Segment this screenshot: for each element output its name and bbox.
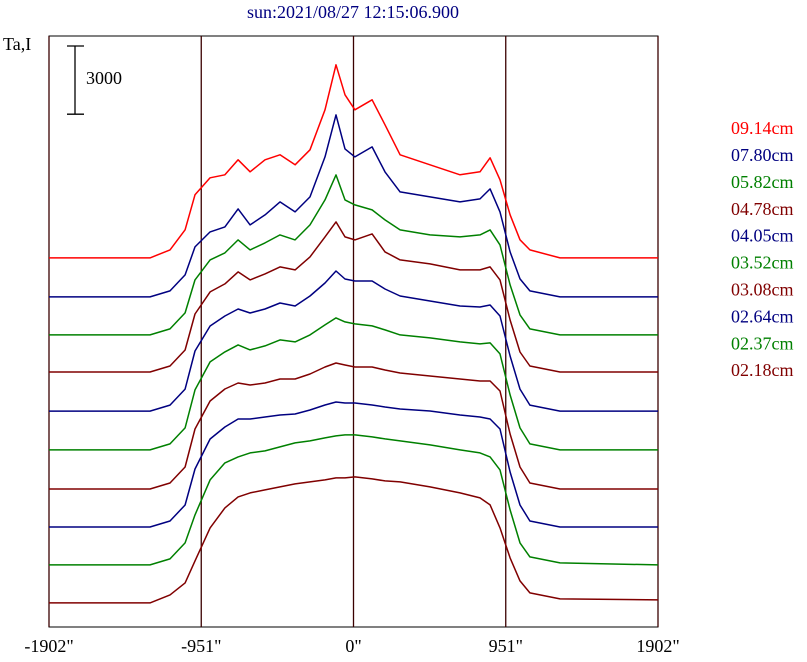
legend-label: 05.82cm	[731, 172, 794, 192]
series-line	[49, 401, 658, 528]
series-line	[49, 174, 658, 336]
x-tick-label: -1902"	[24, 636, 73, 656]
series-line	[49, 64, 658, 259]
legend-label: 07.80cm	[731, 145, 794, 165]
legend-label: 09.14cm	[731, 118, 794, 138]
x-tick-label: 1902"	[636, 636, 679, 656]
x-tick-label: 951"	[489, 636, 523, 656]
series-line	[49, 362, 658, 490]
series-line	[49, 221, 658, 373]
series-line	[49, 317, 658, 451]
y-axis-label: Ta,I	[3, 34, 31, 54]
series-line	[49, 476, 659, 604]
legend-label: 04.05cm	[731, 226, 794, 246]
series-line	[49, 434, 659, 566]
x-tick-label: 0"	[345, 636, 361, 656]
legend-label: 02.18cm	[731, 360, 794, 380]
series-line	[49, 114, 658, 298]
chart-title: sun:2021/08/27 12:15:06.900	[247, 2, 459, 22]
x-tick-label: -951"	[181, 636, 221, 656]
legend-label: 02.64cm	[731, 306, 794, 326]
legend-label: 04.78cm	[731, 199, 794, 219]
legend-label: 03.52cm	[731, 253, 794, 273]
scale-bar	[67, 45, 84, 115]
legend-label: 02.37cm	[731, 333, 794, 353]
legend-label: 03.08cm	[731, 280, 794, 300]
series-line	[49, 270, 658, 412]
scale-bar-label: 3000	[86, 68, 122, 88]
